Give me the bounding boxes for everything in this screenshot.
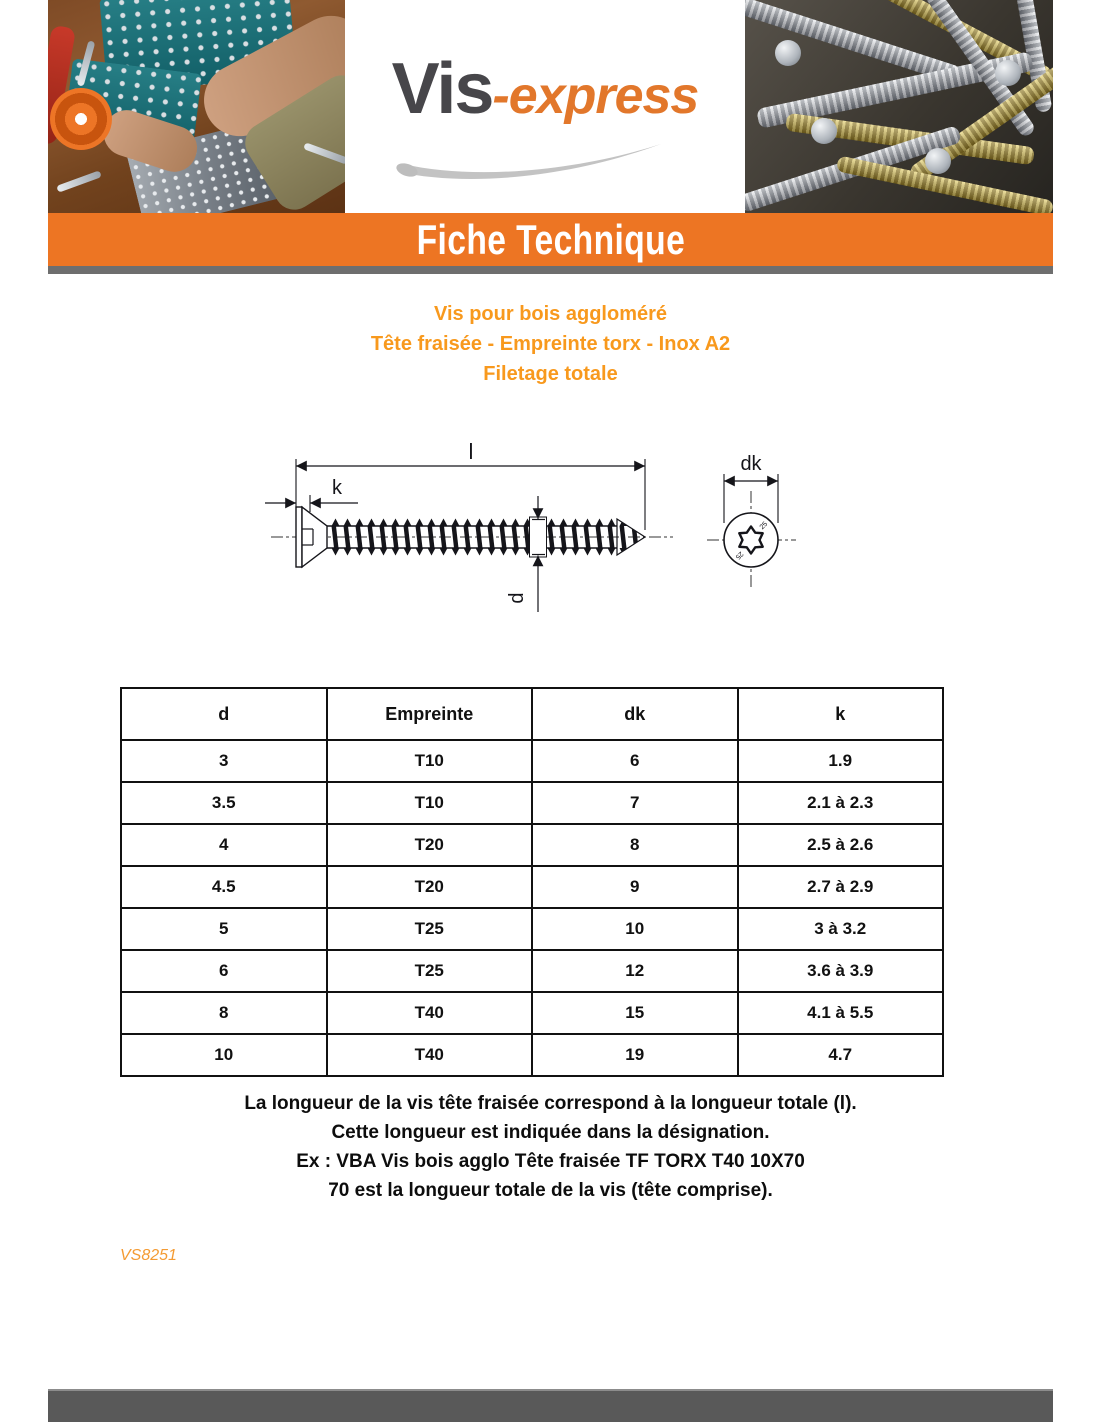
- cell: 15: [531, 991, 739, 1035]
- table-row: 3.5 T10 7 2.1 à 2.3: [120, 781, 944, 825]
- product-heading-line2: Tête fraisée - Empreinte torx - Inox A2: [370, 333, 731, 355]
- screw-diagram: l k d 25 25 dk: [265, 439, 796, 612]
- head-stamp: 25: [734, 550, 745, 561]
- table-row: 4 T20 8 2.5 à 2.6: [120, 823, 944, 867]
- column-header-dk: dk: [531, 687, 739, 741]
- logo-text-secondary: -express: [492, 67, 699, 125]
- column-header-empreinte: Empreinte: [325, 687, 533, 741]
- cell: T10: [325, 739, 533, 783]
- table-row: 10 T40 19 4.7: [120, 1033, 944, 1077]
- cell: 8: [120, 991, 328, 1035]
- screw-head-cone: [301, 505, 328, 569]
- cell: 3.6 à 3.9: [736, 949, 944, 993]
- note-line1: La longueur de la vis tête fraisée corre…: [244, 1093, 857, 1114]
- logo-text-primary: Vis: [391, 49, 495, 129]
- cell: T20: [325, 823, 533, 867]
- cell: T40: [325, 1033, 533, 1077]
- banner-title: Fiche Technique: [416, 215, 685, 263]
- cell: 3.5: [120, 781, 328, 825]
- section-break: [529, 516, 547, 558]
- head-stamp: 25: [759, 521, 770, 532]
- dimension-label-l: l: [469, 439, 474, 464]
- cell: 8: [531, 823, 739, 867]
- banner: Fiche Technique: [48, 213, 1053, 266]
- product-heading-line3: Filetage totale: [483, 363, 618, 385]
- photo-texture: [995, 60, 1021, 86]
- column-header-k: k: [736, 687, 944, 741]
- cell: 12: [531, 949, 739, 993]
- photo-texture: [775, 40, 801, 66]
- cell: T20: [325, 865, 533, 909]
- cell: T25: [325, 907, 533, 951]
- screw-head-face: [295, 506, 303, 568]
- workbench-photo: [48, 0, 345, 213]
- cell: T25: [325, 949, 533, 993]
- cell: 3 à 3.2: [736, 907, 944, 951]
- cell: 2.1 à 2.3: [736, 781, 944, 825]
- cell: 10: [120, 1033, 328, 1077]
- table-header-row: d Empreinte dk k: [120, 687, 944, 741]
- column-header-d: d: [120, 687, 328, 741]
- logo-zone: Vis-express: [345, 0, 745, 213]
- cell: T10: [325, 781, 533, 825]
- photo-texture: [56, 170, 102, 193]
- note-line4: 70 est la longueur totale de la vis (têt…: [328, 1180, 773, 1201]
- cell: T40: [325, 991, 533, 1035]
- cell: 10: [531, 907, 739, 951]
- logo-swoosh: [396, 144, 661, 179]
- cell: 19: [531, 1033, 739, 1077]
- screw-thread: [329, 518, 617, 556]
- cell: 3: [120, 739, 328, 783]
- cell: 9: [531, 865, 739, 909]
- note-line3: Ex : VBA Vis bois agglo Tête fraisée TF …: [296, 1151, 805, 1172]
- cell: 7: [531, 781, 739, 825]
- banner-divider: [48, 266, 1053, 274]
- cell: 6: [531, 739, 739, 783]
- table-row: 8 T40 15 4.1 à 5.5: [120, 991, 944, 1035]
- product-heading-line1: Vis pour bois aggloméré: [433, 303, 668, 325]
- photo-texture: [925, 148, 951, 174]
- cell: 4: [120, 823, 328, 867]
- table-row: 4.5 T20 9 2.7 à 2.9: [120, 865, 944, 909]
- table-row: 3 T10 6 1.9: [120, 739, 944, 783]
- footer-bar: [48, 1389, 1053, 1422]
- photo-texture: [811, 118, 837, 144]
- cell: 6: [120, 949, 328, 993]
- length-notes: La longueur de la vis tête fraisée corre…: [48, 1089, 1053, 1205]
- screw-tip: [616, 517, 647, 557]
- dimension-label-k: k: [332, 477, 343, 499]
- product-heading: Vis pour bois aggloméré Tête fraisée - E…: [48, 299, 1053, 389]
- dimension-label-d: d: [506, 592, 528, 603]
- brand-logo: Vis-express: [345, 48, 745, 130]
- photo-texture: [50, 88, 112, 150]
- reference-code: VS8251: [120, 1247, 177, 1264]
- torx-recess: [738, 525, 764, 555]
- spec-table: d Empreinte dk k 3 T10 6 1.9 3.5 T10 7 2.1 à 2…: [120, 687, 944, 1077]
- cell: 2.7 à 2.9: [736, 865, 944, 909]
- cell: 4.7: [736, 1033, 944, 1077]
- note-line2: Cette longueur est indiquée dans la dési…: [331, 1122, 770, 1143]
- cell: 2.5 à 2.6: [736, 823, 944, 867]
- table-row: 5 T25 10 3 à 3.2: [120, 907, 944, 951]
- technical-drawing: l k d 25 25 dk: [255, 428, 835, 648]
- table-row: 6 T25 12 3.6 à 3.9: [120, 949, 944, 993]
- cell: 4.5: [120, 865, 328, 909]
- screws-photo: [745, 0, 1053, 213]
- dimension-label-dk: dk: [740, 453, 762, 475]
- cell: 5: [120, 907, 328, 951]
- cell: 1.9: [736, 739, 944, 783]
- cell: 4.1 à 5.5: [736, 991, 944, 1035]
